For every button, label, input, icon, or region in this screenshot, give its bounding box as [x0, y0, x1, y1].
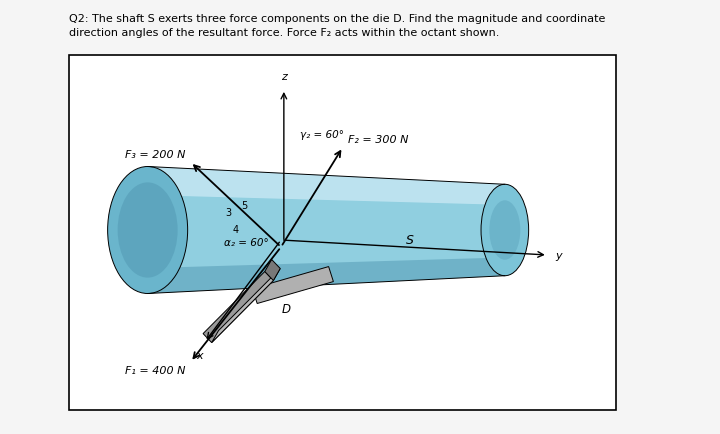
Text: z: z	[281, 72, 287, 82]
Text: F₂ = 300 N: F₂ = 300 N	[348, 135, 408, 145]
Polygon shape	[148, 167, 505, 294]
Text: 5: 5	[242, 201, 248, 210]
Polygon shape	[148, 258, 505, 294]
Text: direction angles of the resultant force. Force F₂ acts within the octant shown.: direction angles of the resultant force.…	[68, 28, 499, 38]
Text: F₁ = 400 N: F₁ = 400 N	[125, 365, 186, 375]
Text: 3: 3	[225, 207, 232, 217]
Text: 4: 4	[233, 224, 238, 234]
Polygon shape	[253, 267, 333, 304]
Text: S: S	[405, 234, 413, 247]
Text: F₃ = 200 N: F₃ = 200 N	[125, 150, 186, 160]
Ellipse shape	[490, 201, 521, 260]
Polygon shape	[265, 260, 280, 281]
Text: Q2: The shaft S exerts three force components on the die D. Find the magnitude a: Q2: The shaft S exerts three force compo…	[68, 14, 605, 24]
Ellipse shape	[117, 183, 178, 278]
Ellipse shape	[481, 185, 528, 276]
Text: x: x	[197, 350, 203, 360]
Text: γ₂ = 60°: γ₂ = 60°	[300, 130, 344, 140]
Text: D: D	[282, 302, 290, 315]
Ellipse shape	[107, 167, 188, 294]
Bar	[68, 56, 616, 410]
Polygon shape	[212, 269, 280, 343]
Polygon shape	[148, 167, 505, 205]
Polygon shape	[203, 272, 274, 343]
Text: α₂ = 60°: α₂ = 60°	[224, 237, 269, 247]
Text: y: y	[555, 250, 562, 260]
